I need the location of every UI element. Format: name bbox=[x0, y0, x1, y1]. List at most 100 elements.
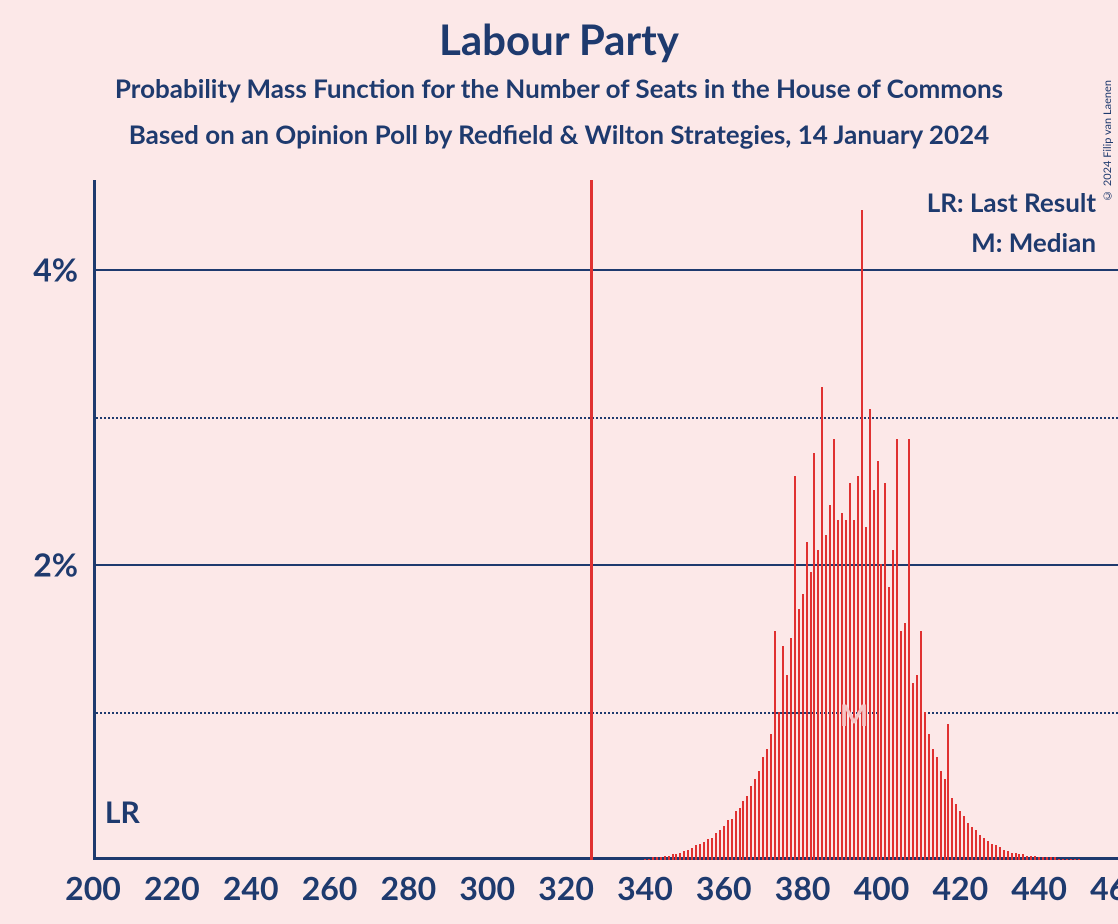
histogram-bar bbox=[1058, 859, 1060, 860]
histogram-bar bbox=[979, 835, 981, 860]
histogram-bar bbox=[888, 587, 890, 860]
histogram-bar bbox=[802, 594, 804, 860]
chart-area: 2%4% LR M bbox=[93, 180, 1118, 860]
histogram-bar bbox=[880, 564, 882, 860]
x-tick-label: 440 bbox=[1011, 868, 1067, 907]
histogram-bar bbox=[900, 631, 902, 860]
histogram-bar bbox=[707, 839, 709, 860]
histogram-bar bbox=[1078, 859, 1080, 860]
histogram-bar bbox=[841, 513, 843, 860]
histogram-bar bbox=[766, 749, 768, 860]
x-tick-labels: 2002202402602803003203403603804004204404… bbox=[93, 868, 1118, 908]
x-tick-label: 280 bbox=[381, 868, 437, 907]
histogram-bar bbox=[873, 490, 875, 860]
x-tick-label: 360 bbox=[696, 868, 752, 907]
histogram-bar bbox=[896, 439, 898, 860]
histogram-bar bbox=[762, 757, 764, 860]
histogram-bar bbox=[754, 779, 756, 860]
histogram-bar bbox=[877, 461, 879, 860]
histogram-bar bbox=[833, 439, 835, 860]
m-marker-label: M bbox=[840, 697, 868, 733]
histogram-bar bbox=[652, 857, 654, 860]
histogram-bar bbox=[869, 409, 871, 860]
y-tick-label: 4% bbox=[33, 249, 78, 288]
histogram-bar bbox=[672, 854, 674, 860]
x-tick-label: 420 bbox=[932, 868, 988, 907]
histogram-bar bbox=[1046, 857, 1048, 860]
histogram-bar bbox=[727, 820, 729, 860]
histogram-bar bbox=[660, 857, 662, 860]
histogram-bar bbox=[679, 853, 681, 860]
histogram-bar bbox=[975, 830, 977, 860]
x-tick-label: 300 bbox=[459, 868, 515, 907]
histogram-bar bbox=[719, 830, 721, 860]
histogram-bar bbox=[723, 826, 725, 860]
histogram-bar bbox=[821, 387, 823, 860]
chart-title: Labour Party bbox=[0, 0, 1118, 64]
histogram-bar bbox=[810, 572, 812, 860]
histogram-bar bbox=[892, 550, 894, 860]
histogram-bar bbox=[817, 550, 819, 860]
x-tick-label: 320 bbox=[538, 868, 594, 907]
histogram-bars bbox=[93, 180, 1118, 860]
histogram-bar bbox=[774, 631, 776, 860]
histogram-bar bbox=[656, 857, 658, 860]
histogram-bar bbox=[687, 850, 689, 860]
histogram-bar bbox=[1054, 857, 1056, 860]
x-tick-label: 460 bbox=[1090, 868, 1118, 907]
histogram-bar bbox=[857, 476, 859, 860]
histogram-bar bbox=[955, 804, 957, 860]
histogram-bar bbox=[845, 520, 847, 860]
histogram-bar bbox=[735, 811, 737, 860]
x-tick-label: 380 bbox=[775, 868, 831, 907]
histogram-bar bbox=[1011, 853, 1013, 860]
histogram-bar bbox=[991, 844, 993, 860]
histogram-bar bbox=[664, 856, 666, 860]
histogram-bar bbox=[1074, 859, 1076, 860]
histogram-bar bbox=[786, 675, 788, 860]
histogram-bar bbox=[951, 798, 953, 860]
histogram-bar bbox=[884, 483, 886, 860]
histogram-bar bbox=[695, 845, 697, 860]
histogram-bar bbox=[715, 833, 717, 860]
histogram-bar bbox=[983, 838, 985, 860]
x-tick-label: 240 bbox=[223, 868, 279, 907]
chart-subtitle-2: Based on an Opinion Poll by Redfield & W… bbox=[0, 118, 1118, 150]
x-tick-label: 220 bbox=[144, 868, 200, 907]
histogram-bar bbox=[987, 841, 989, 860]
histogram-bar bbox=[940, 771, 942, 860]
histogram-bar bbox=[644, 859, 646, 860]
histogram-bar bbox=[1003, 850, 1005, 860]
histogram-bar bbox=[861, 210, 863, 860]
histogram-bar bbox=[1007, 851, 1009, 860]
histogram-bar bbox=[920, 631, 922, 860]
histogram-bar bbox=[916, 675, 918, 860]
histogram-bar bbox=[770, 734, 772, 860]
histogram-bar bbox=[794, 476, 796, 860]
histogram-bar bbox=[924, 712, 926, 860]
histogram-bar bbox=[1026, 856, 1028, 860]
majority-line bbox=[590, 180, 593, 860]
histogram-bar bbox=[837, 520, 839, 860]
histogram-bar bbox=[739, 808, 741, 860]
histogram-bar bbox=[936, 757, 938, 860]
histogram-bar bbox=[798, 609, 800, 860]
histogram-bar bbox=[932, 749, 934, 860]
lr-marker-label: LR bbox=[105, 794, 140, 830]
histogram-bar bbox=[1034, 856, 1036, 860]
histogram-bar bbox=[959, 811, 961, 860]
histogram-bar bbox=[778, 712, 780, 860]
histogram-bar bbox=[1062, 859, 1064, 860]
histogram-bar bbox=[711, 838, 713, 860]
histogram-bar bbox=[648, 859, 650, 860]
histogram-bar bbox=[675, 854, 677, 860]
x-tick-label: 260 bbox=[302, 868, 358, 907]
histogram-bar bbox=[1015, 853, 1017, 860]
x-tick-label: 340 bbox=[617, 868, 673, 907]
chart-subtitle-1: Probability Mass Function for the Number… bbox=[0, 72, 1118, 104]
histogram-bar bbox=[699, 844, 701, 860]
histogram-bar bbox=[947, 724, 949, 860]
histogram-bar bbox=[1050, 857, 1052, 860]
histogram-bar bbox=[865, 527, 867, 860]
histogram-bar bbox=[853, 520, 855, 860]
